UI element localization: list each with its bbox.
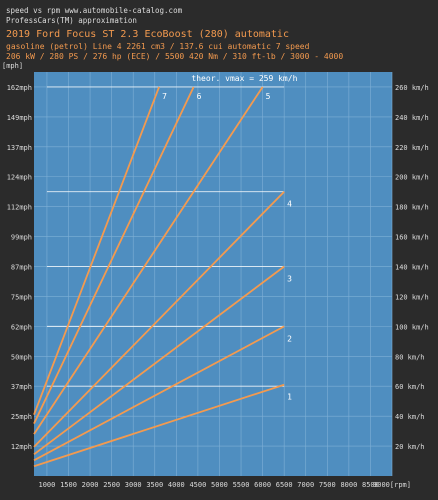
- left-tick-label: 87mph: [11, 264, 32, 272]
- right-tick-label: 220 km/h: [395, 144, 429, 152]
- right-tick-label: 80 km/h: [395, 353, 425, 361]
- left-tick-label: 37mph: [11, 383, 32, 391]
- right-tick-label: 240 km/h: [395, 114, 429, 122]
- left-tick-label: 162mph: [7, 84, 32, 92]
- gear-6-label: 6: [197, 92, 202, 101]
- gear-7-label: 7: [162, 92, 167, 101]
- x-tick-label: 8000: [340, 481, 357, 489]
- gear-6-line: [33, 86, 195, 425]
- gear-4-line: [33, 191, 285, 448]
- x-tick-label: 1500: [60, 481, 77, 489]
- approximation-line: ProfessCars(TM) approximation: [6, 16, 137, 25]
- gear-5-line: [33, 86, 264, 435]
- x-tick-label: 4000: [168, 481, 185, 489]
- left-tick-label: 99mph: [11, 234, 32, 242]
- right-tick-label: 120 km/h: [395, 293, 429, 301]
- gear-2-line: [33, 325, 285, 462]
- y-axis-unit-left: [mph]: [2, 62, 23, 70]
- x-tick-label: 5000: [211, 481, 228, 489]
- right-tick-label: 160 km/h: [395, 234, 429, 242]
- left-tick-label: 50mph: [11, 353, 32, 361]
- gear-2-label: 2: [287, 334, 292, 343]
- x-tick-label: 3500: [146, 481, 163, 489]
- gear-4-label: 4: [287, 200, 292, 209]
- left-tick-label: 12mph: [11, 443, 32, 451]
- gear-1-label: 1: [287, 393, 292, 402]
- x-tick-label: 3000: [125, 481, 142, 489]
- engine-specs-line: gasoline (petrol) Line 4 2261 cm3 / 137.…: [6, 42, 310, 51]
- x-tick-label: 2500: [103, 481, 120, 489]
- gear-3-label: 3: [287, 275, 292, 284]
- gear-5-label: 5: [266, 92, 271, 101]
- x-tick-label: 7500: [319, 481, 336, 489]
- left-tick-label: 112mph: [7, 204, 32, 212]
- left-tick-label: 75mph: [11, 293, 32, 301]
- right-tick-label: 20 km/h: [395, 443, 425, 451]
- right-tick-label: 40 km/h: [395, 413, 425, 421]
- x-tick-label: 9000[rpm]: [373, 481, 411, 489]
- right-tick-label: 260 km/h: [395, 84, 429, 92]
- x-tick-label: 6500: [276, 481, 293, 489]
- right-tick-label: 200 km/h: [395, 174, 429, 182]
- left-tick-label: 62mph: [11, 323, 32, 331]
- x-tick-label: 5500: [233, 481, 250, 489]
- right-tick-label: 180 km/h: [395, 204, 429, 212]
- source-line: speed vs rpm www.automobile-catalog.com: [6, 6, 183, 15]
- vmax-annotation: theor. vmax = 259 km/h: [191, 74, 297, 83]
- x-tick-label: 8500: [362, 481, 379, 489]
- left-tick-label: 149mph: [7, 114, 32, 122]
- x-tick-label: 6000: [254, 481, 271, 489]
- gear-1-line: [33, 383, 285, 468]
- right-tick-label: 60 km/h: [395, 383, 425, 391]
- left-tick-label: 137mph: [7, 144, 32, 152]
- gear-3-line: [33, 265, 285, 456]
- x-tick-label: 7000: [297, 481, 314, 489]
- x-tick-label: 4500: [189, 481, 206, 489]
- right-tick-label: 140 km/h: [395, 264, 429, 272]
- chart-title: 2019 Ford Focus ST 2.3 EcoBoost (280) au…: [6, 29, 289, 40]
- power-specs-line: 206 kW / 280 PS / 276 hp (ECE) / 5500 42…: [6, 52, 344, 61]
- x-tick-label: 2000: [82, 481, 99, 489]
- gear-7-line: [33, 86, 160, 415]
- right-tick-label: 100 km/h: [395, 323, 429, 331]
- left-tick-label: 25mph: [11, 413, 32, 421]
- x-tick-label: 1000: [39, 481, 56, 489]
- left-tick-label: 124mph: [7, 174, 32, 182]
